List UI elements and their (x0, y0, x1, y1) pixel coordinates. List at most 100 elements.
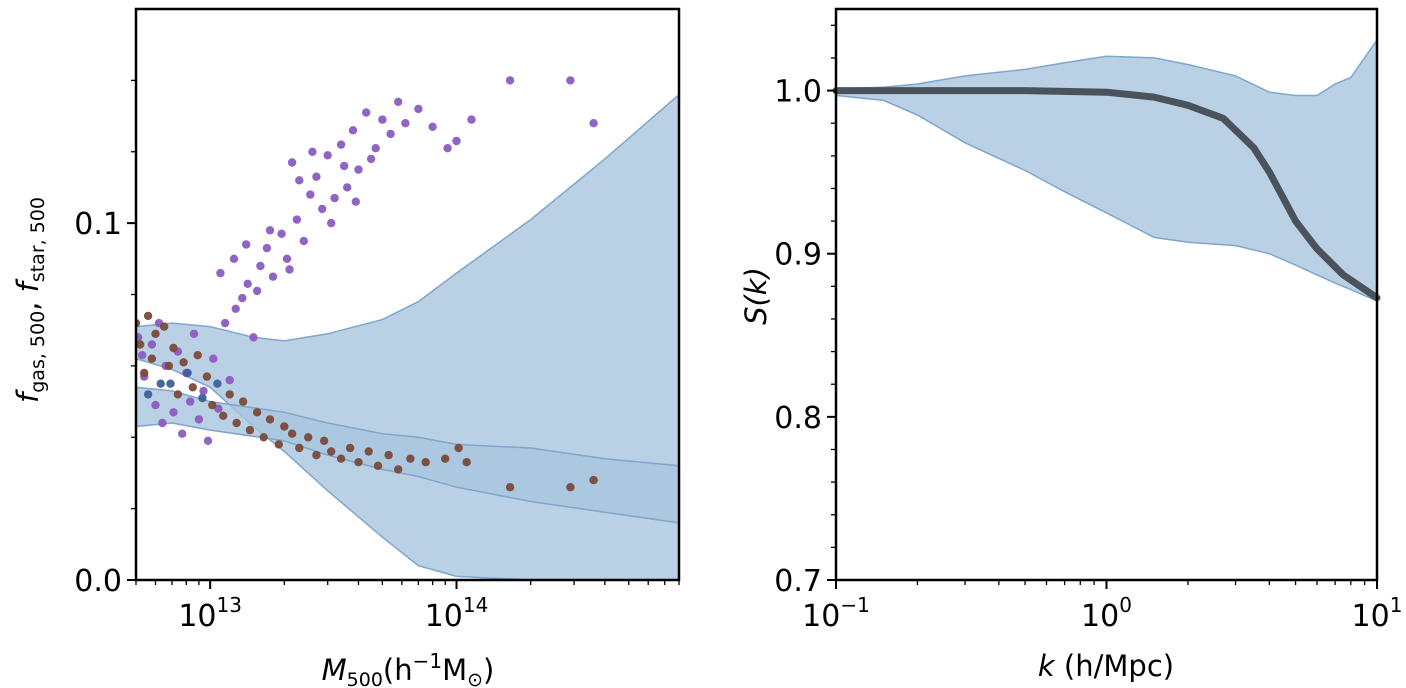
scatter-point (262, 243, 272, 253)
x-tick-label: 10−1 (802, 593, 870, 634)
scatter-point (566, 76, 575, 85)
scatter-point (308, 147, 317, 156)
scatter-point (386, 129, 395, 139)
scatter-point (295, 443, 304, 453)
y-tick-label: 0.0 (74, 564, 122, 599)
scatter-point (351, 197, 360, 206)
scatter-point (462, 458, 471, 467)
scatter-point (143, 390, 153, 399)
scatter-point (354, 458, 363, 467)
left-bands (136, 93, 679, 580)
scatter-point (143, 311, 153, 321)
scatter-point (327, 218, 336, 228)
scatter-point (327, 447, 336, 456)
scatter-point (213, 379, 222, 388)
scatter-point (421, 458, 430, 467)
scatter-point (238, 397, 248, 406)
scatter-point (428, 122, 437, 131)
scatter-point (216, 268, 225, 278)
uncertainty-band (835, 37, 1378, 303)
scatter-point (169, 408, 178, 417)
right-tick-labels: 10−1 100 101 0.7 0.8 0.9 1.0 (774, 75, 1402, 634)
y-tick-label: 1.0 (774, 75, 822, 110)
scatter-point (238, 293, 247, 303)
scatter-point (340, 161, 349, 171)
scatter-point (505, 483, 515, 492)
scatter-point (138, 351, 147, 360)
scatter-point (151, 329, 160, 338)
scatter-point (292, 215, 302, 224)
scatter-point (312, 172, 321, 181)
scatter-point (194, 415, 204, 424)
scatter-point (136, 333, 143, 342)
scatter-point (179, 358, 188, 367)
scatter-point (136, 340, 145, 349)
scatter-point (199, 386, 208, 396)
scatter-point (378, 115, 387, 124)
scatter-point (454, 443, 463, 453)
scatter-point (220, 318, 230, 328)
y-tick-label: 0.1 (74, 207, 122, 242)
scatter-point (566, 483, 575, 492)
scatter-point (225, 375, 234, 385)
scatter-point (232, 418, 241, 428)
series-line (832, 87, 1381, 302)
left-tick-labels: 1013 1014 0.0 0.1 (74, 207, 488, 634)
scatter-point (441, 454, 450, 463)
scatter-point (330, 193, 339, 203)
scatter-point (467, 115, 476, 124)
scatter-point (589, 119, 598, 128)
scatter-point (268, 272, 278, 281)
scatter-point (173, 390, 183, 399)
scatter-point (414, 104, 423, 114)
scatter-point (169, 343, 178, 353)
scatter-point (198, 393, 207, 403)
scatter-point (345, 443, 355, 453)
right-ticks (827, 24, 1378, 589)
scatter-point (225, 390, 234, 399)
scatter-point (252, 286, 262, 296)
scatter-point (394, 97, 403, 107)
scatter-point (274, 440, 283, 449)
right-x-axis-label: k (h/Mpc) (1038, 649, 1174, 683)
scatter-point (193, 351, 202, 360)
x-tick-label: 100 (1081, 593, 1132, 634)
scatter-point (348, 126, 358, 135)
y-tick-label: 0.8 (774, 401, 822, 436)
scatter-point (158, 418, 167, 428)
scatter-point (166, 379, 175, 388)
right-y-axis-label: S(k) (739, 267, 773, 325)
scatter-point (183, 368, 192, 378)
scatter-point (287, 429, 297, 438)
scatter-point (319, 436, 329, 445)
scatter-point (285, 265, 294, 274)
scatter-point (265, 226, 275, 235)
right-band (835, 37, 1378, 303)
scatter-point (140, 368, 149, 378)
scatter-point (371, 144, 380, 153)
scatter-point (443, 144, 452, 153)
x-tick-label: 101 (1352, 593, 1403, 634)
scatter-point (249, 333, 258, 342)
scatter-point (259, 433, 268, 442)
scatter-point (589, 475, 598, 485)
scatter-point (209, 354, 218, 363)
scatter-point (401, 119, 410, 128)
scatter-point (282, 254, 292, 263)
scatter-point (299, 236, 308, 246)
left-ticks (127, 79, 680, 589)
scatter-point (366, 154, 376, 164)
scatter-point (164, 361, 174, 371)
scatter-point (354, 165, 363, 174)
scatter-point (364, 447, 373, 456)
scatter-point (214, 404, 223, 413)
scatter-point (147, 354, 157, 363)
scatter-point (242, 240, 251, 249)
scatter-point (306, 190, 315, 199)
scatter-point (384, 450, 393, 460)
scatter-point (336, 140, 346, 149)
scatter-point (505, 76, 515, 85)
y-tick-label: 0.9 (774, 238, 822, 273)
scatter-point (231, 304, 240, 313)
